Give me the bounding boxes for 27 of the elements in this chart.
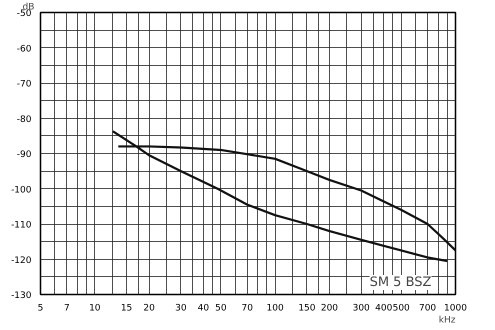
y-tick-label: -90 <box>16 150 32 160</box>
x-tick-label: 40 <box>198 304 210 314</box>
x-tick-label: 200 <box>320 304 338 314</box>
y-tick-label: -70 <box>16 80 32 90</box>
x-tick-label: 400 <box>375 304 393 314</box>
x-tick-label: 15 <box>120 304 132 314</box>
x-axis-title: kHz <box>438 316 456 326</box>
y-tick-label: -80 <box>16 114 32 125</box>
x-tick-label: 700 <box>418 304 436 314</box>
x-tick-label: 5 <box>38 304 44 314</box>
y-tick-label: -110 <box>11 220 32 230</box>
y-tick-label: -60 <box>16 44 32 54</box>
x-tick-label: 70 <box>241 304 254 314</box>
x-tick-label: 30 <box>175 304 187 314</box>
x-tick-label: 20 <box>143 304 156 314</box>
x-tick-label: 7 <box>64 304 70 314</box>
x-tick-label: 1000 <box>444 304 468 314</box>
annotation: SM 5 BSZ <box>370 275 432 290</box>
y-tick-label: -100 <box>11 185 32 196</box>
x-tick-label: 10 <box>89 304 101 314</box>
x-tick-label: 50 <box>215 304 227 314</box>
x-tick-label: 100 <box>266 304 284 314</box>
y-tick-label: -130 <box>11 291 32 301</box>
x-tick-label: 150 <box>298 304 316 314</box>
x-tick-label: 300 <box>352 304 370 314</box>
x-tick-label: 500 <box>392 304 410 314</box>
y-tick-label: -120 <box>11 256 32 266</box>
